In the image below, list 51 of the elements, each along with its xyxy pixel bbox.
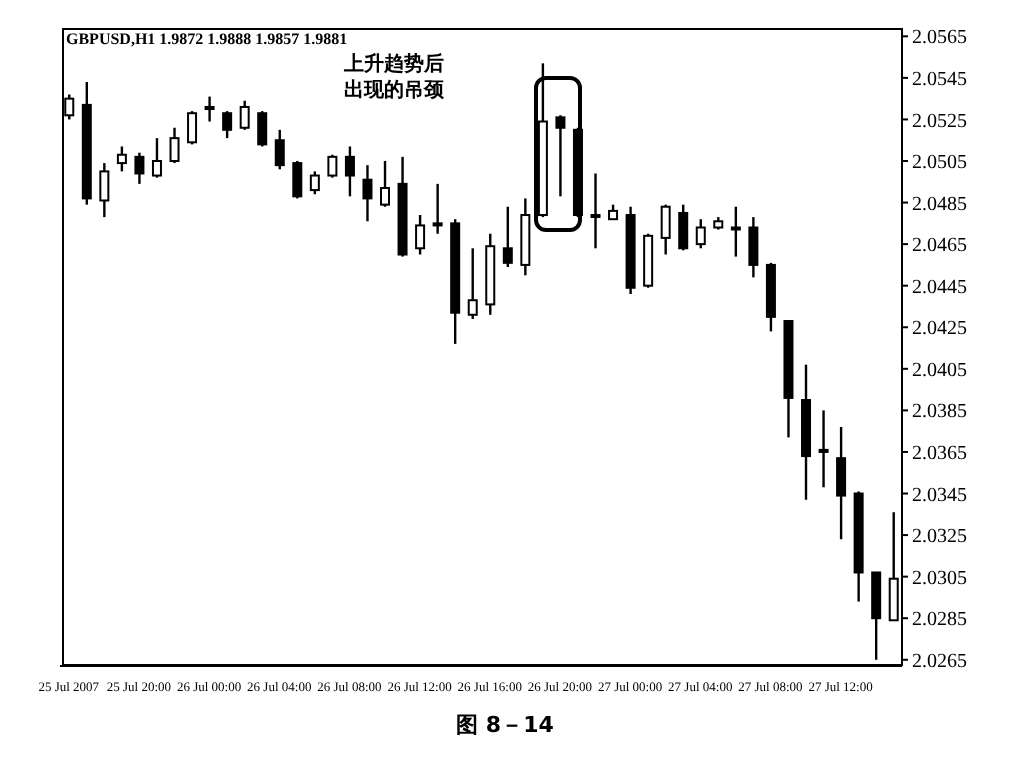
y-tick-label: 2.0285 [912,609,967,632]
candlestick [467,247,478,321]
candlestick [239,99,250,132]
candlestick [292,159,303,200]
candlestick [134,151,145,186]
candlestick [660,203,671,256]
y-tick-label: 2.0465 [912,235,967,258]
annotation: 上升趋势后出现的吊颈 [344,52,446,104]
candlestick [204,95,215,123]
candlestick [836,425,847,541]
y-tick-label: 2.0505 [912,152,967,175]
y-tick-label: 2.0525 [912,110,967,133]
y-tick-label: 2.0445 [912,276,967,299]
candlestick [362,163,373,223]
candlestick [380,159,391,208]
candlestick [327,153,338,179]
candlestick [590,172,601,250]
y-tick-label: 2.0545 [912,68,967,91]
candlestick [415,213,426,256]
candlestick [222,109,233,140]
candlestick [730,205,741,258]
candlestick [695,217,706,250]
candlestick [99,161,110,219]
candlestick [116,145,127,173]
candlestick [748,215,759,279]
y-tick-label: 2.0425 [912,318,967,341]
candlestick [871,571,882,661]
y-tick-label: 2.0265 [912,650,967,673]
candlestick [64,93,75,121]
candlestick [187,109,198,146]
y-tick-label: 2.0565 [912,27,967,50]
y-tick-label: 2.0345 [912,484,967,507]
candlestick [257,109,268,148]
y-tick-label: 2.0365 [912,443,967,466]
candlestick [151,136,162,179]
caption: 图 8－14 [454,710,556,740]
candlestick [169,126,180,165]
y-tick-label: 2.0385 [912,401,967,424]
y-tick-label: 2.0305 [912,567,967,590]
candlestick [818,409,829,489]
y-tick-label: 2.0485 [912,193,967,216]
candlestick [344,145,355,198]
chart-title: GBPUSD,H1 1.9872 1.9888 1.9857 1.9881 [66,30,348,48]
y-tick-label: 2.0325 [912,526,967,549]
candlestick [502,205,513,269]
candlestick [274,128,285,171]
candlestick [555,114,566,198]
y-tick-label: 2.0405 [912,359,967,382]
candlestick [432,182,443,235]
candlestick [309,170,320,196]
candlestick [678,203,689,252]
